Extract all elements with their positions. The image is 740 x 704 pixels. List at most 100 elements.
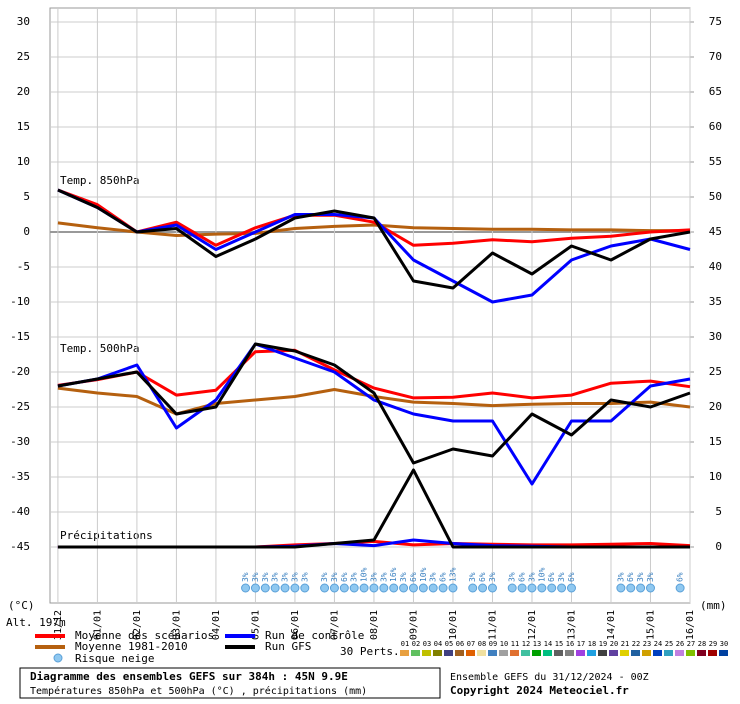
- member-label: 13: [533, 640, 541, 648]
- member-label: 15: [555, 640, 563, 648]
- snow-icon: [300, 583, 310, 593]
- members-label: 30 Perts.: [340, 645, 400, 658]
- footer-box: [19, 667, 441, 699]
- snow-risk-label: 3%: [320, 572, 329, 582]
- member-label: 16: [566, 640, 574, 648]
- member-label: 29: [709, 640, 717, 648]
- panel-label: Temp. 500hPa: [60, 342, 139, 355]
- member-swatch: [444, 650, 453, 656]
- member-label: 02: [412, 640, 420, 648]
- panel-label: Temp. 850hPa: [60, 174, 139, 187]
- snow-risk-label: 3%: [261, 572, 270, 582]
- snow-risk-label: 3%: [488, 572, 497, 582]
- member-label: 14: [544, 640, 552, 648]
- member-label: 24: [654, 640, 662, 648]
- snow-risk-label: 6%: [567, 572, 576, 582]
- y-tick-label: 25: [17, 50, 30, 63]
- snow-icon: [566, 583, 576, 593]
- member-swatch: [488, 650, 497, 656]
- y-tick-label: 5: [23, 190, 30, 203]
- snow-icon: [241, 583, 251, 593]
- snow-icon: [675, 583, 685, 593]
- member-label: 04: [434, 640, 442, 648]
- snow-icon: [260, 583, 270, 593]
- member-label: 30: [720, 640, 728, 648]
- x-tick-label: 06/01: [290, 610, 301, 640]
- x-tick-label: 12/01: [527, 610, 538, 640]
- member-label: 17: [577, 640, 585, 648]
- member-swatch: [543, 650, 552, 656]
- member-swatch: [620, 650, 629, 656]
- snow-icon: [408, 583, 418, 593]
- snow-icon: [557, 583, 567, 593]
- member-swatch: [631, 650, 640, 656]
- series-line: [57, 188, 691, 290]
- snow-icon: [270, 583, 280, 593]
- y2-tick-label: 40: [709, 260, 722, 273]
- member-label: 19: [599, 640, 607, 648]
- member-swatch: [598, 650, 607, 656]
- y2-tick-label: 60: [709, 120, 722, 133]
- snow-risk-label: 6%: [518, 572, 527, 582]
- y-tick-label: -15: [10, 330, 30, 343]
- snow-risk-label: 3%: [527, 572, 536, 582]
- member-swatch: [697, 650, 706, 656]
- snow-icon: [290, 583, 300, 593]
- snow-risk-label: 6%: [409, 572, 418, 582]
- member-swatch: [719, 650, 728, 656]
- x-tick-label: 09/01: [408, 610, 419, 640]
- member-swatch: [686, 650, 695, 656]
- snow-icon: [537, 583, 547, 593]
- y-tick-label: 15: [17, 120, 30, 133]
- footer-copyright: Copyright 2024 Meteociel.fr: [450, 684, 629, 697]
- y2-tick-label: 55: [709, 155, 722, 168]
- member-swatch: [455, 650, 464, 656]
- member-label: 22: [632, 640, 640, 648]
- y2-tick-label: 70: [709, 50, 722, 63]
- plot-frame: [49, 7, 691, 604]
- legend-label: Moyenne des scénarios: [75, 629, 214, 642]
- y2-tick-label: 20: [709, 400, 722, 413]
- snow-risk-label: 3%: [636, 572, 645, 582]
- member-swatch: [565, 650, 574, 656]
- member-label: 23: [643, 640, 651, 648]
- snow-risk-label: 3%: [369, 572, 378, 582]
- series-line: [57, 221, 690, 237]
- snow-icon: [507, 583, 517, 593]
- footer-run: Ensemble GEFS du 31/12/2024 - 00Z: [450, 672, 649, 683]
- snow-risk-label: 6%: [439, 572, 448, 582]
- snow-risk-label: 3%: [251, 572, 260, 582]
- legend-label: Run de contrôle: [265, 629, 364, 642]
- snow-risk-label: 6%: [340, 572, 349, 582]
- series-line: [57, 468, 690, 549]
- snow-icon: [399, 583, 409, 593]
- member-label: 26: [676, 640, 684, 648]
- y-tick-label: -10: [10, 295, 30, 308]
- member-swatch: [510, 650, 519, 656]
- y2-tick-label: 15: [709, 435, 722, 448]
- member-label: 12: [522, 640, 530, 648]
- snow-risk-label: 6%: [547, 572, 556, 582]
- member-swatch: [521, 650, 530, 656]
- snow-icon: [359, 583, 369, 593]
- member-swatch: [554, 650, 563, 656]
- snow-risk-label: 3%: [300, 572, 309, 582]
- member-label: 01: [401, 640, 409, 648]
- y2-tick-label: 45: [709, 225, 722, 238]
- snow-risk-label: 10%: [419, 567, 428, 582]
- x-tick-label: 03/01: [171, 610, 182, 640]
- y-tick-label: -30: [10, 435, 30, 448]
- y2-tick-label: 10: [709, 470, 722, 483]
- y2-tick-label: 5: [715, 505, 722, 518]
- y-tick-label: 0: [23, 225, 30, 238]
- snow-risk-label: 3%: [557, 572, 566, 582]
- member-swatch: [576, 650, 585, 656]
- member-label: 18: [588, 640, 596, 648]
- legend-label: Moyenne 1981-2010: [75, 640, 188, 653]
- member-label: 25: [665, 640, 673, 648]
- x-tick-label: 05/01: [250, 610, 261, 640]
- x-tick-label: 14/01: [606, 610, 617, 640]
- snow-icon: [636, 583, 646, 593]
- snow-risk-label: 3%: [468, 572, 477, 582]
- x-tick-label: 16/01: [685, 610, 696, 640]
